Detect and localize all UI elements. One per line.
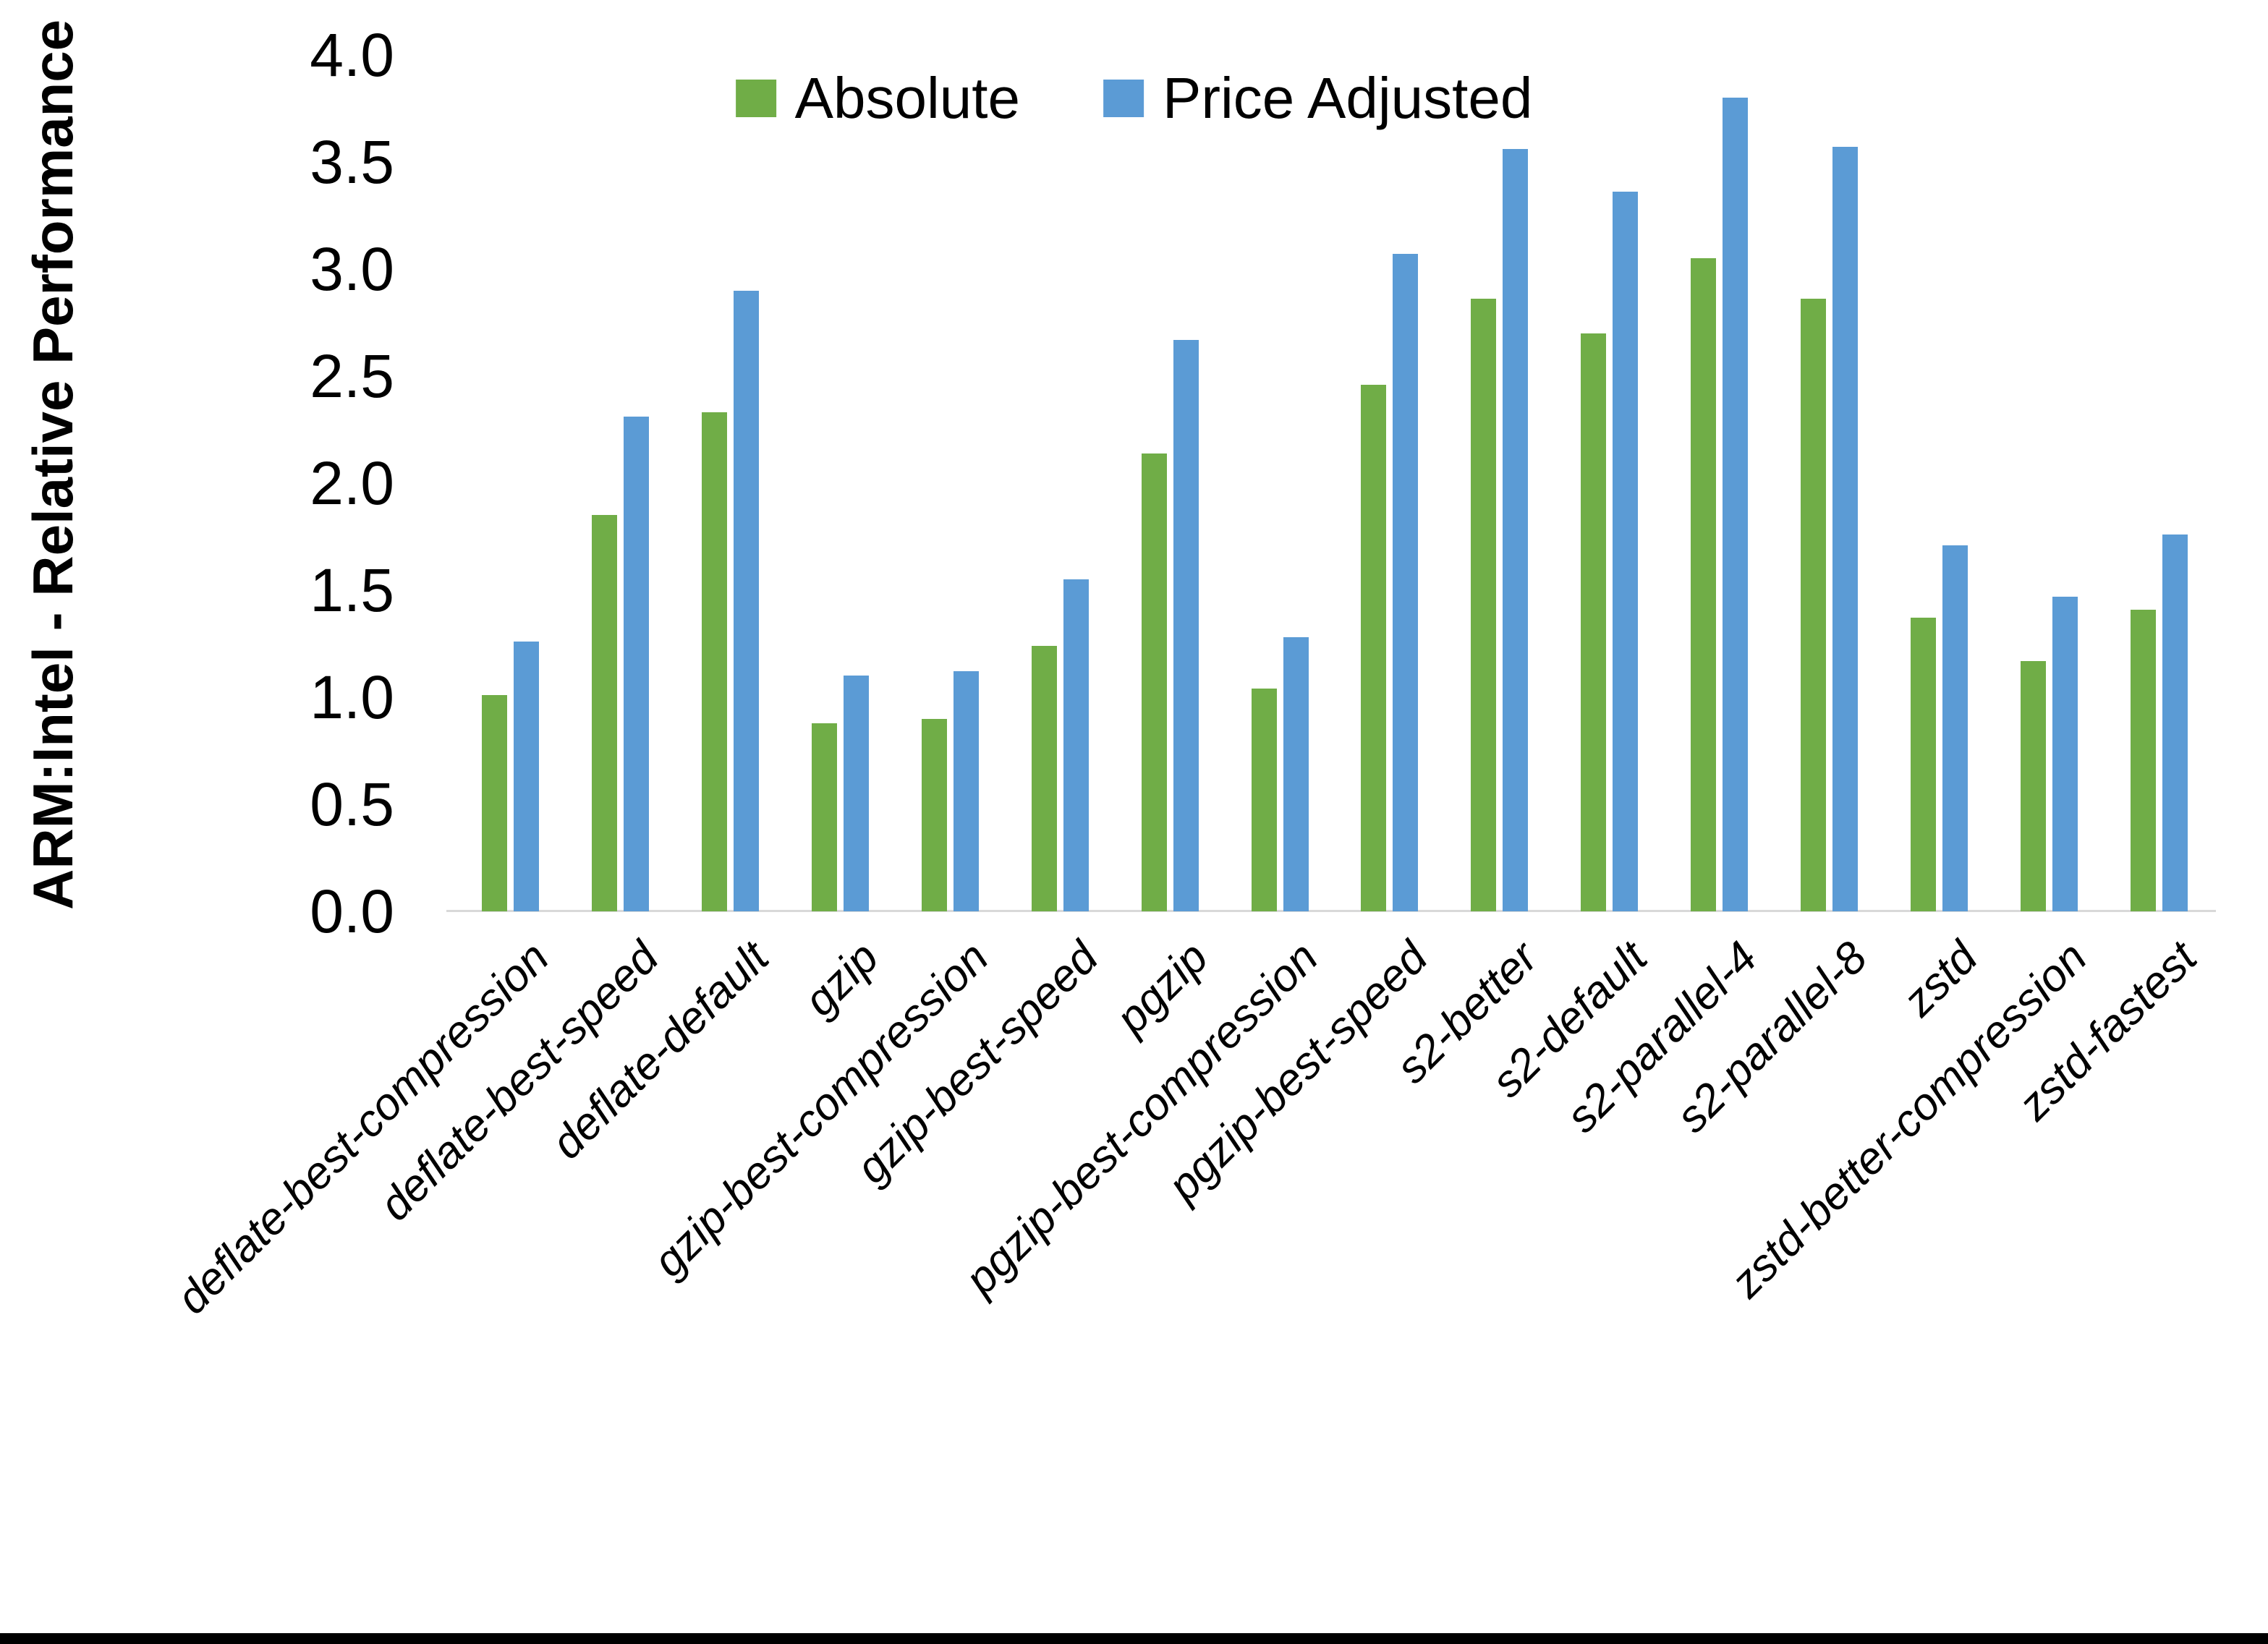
y-tick-2.5: 2.5	[310, 342, 394, 410]
bar-price-adjusted-gzip-best-speed	[1063, 579, 1089, 911]
legend-swatch-price-adjusted	[1103, 80, 1144, 117]
bar-absolute-gzip-best-speed	[1031, 646, 1057, 911]
bar-absolute-pgzip-best-speed	[1361, 385, 1387, 911]
bar-absolute-gzip	[812, 723, 838, 911]
bottom-edge-bar	[0, 1633, 2268, 1644]
bar-absolute-s2-default	[1581, 333, 1607, 911]
x-axis-line	[446, 910, 2216, 912]
bar-absolute-zstd	[1910, 618, 1936, 911]
bar-absolute-gzip-best-compression	[921, 719, 947, 911]
y-tick-4.0: 4.0	[310, 21, 394, 89]
bar-price-adjusted-zstd-better-compression	[2052, 597, 2078, 911]
y-axis-title: ARM:Intel - Relative Performance	[21, 20, 85, 910]
bar-price-adjusted-pgzip	[1173, 340, 1199, 911]
y-tick-3.5: 3.5	[310, 128, 394, 196]
y-tick-1.5: 1.5	[310, 556, 394, 624]
bar-absolute-deflate-best-speed	[592, 515, 618, 911]
bar-absolute-deflate-default	[702, 412, 728, 911]
bar-absolute-zstd-fastest	[2130, 610, 2156, 911]
y-tick-1.0: 1.0	[310, 663, 394, 731]
y-tick-3.0: 3.0	[310, 235, 394, 303]
bar-price-adjusted-deflate-best-speed	[624, 417, 650, 911]
y-tick-0.5: 0.5	[310, 770, 394, 838]
legend-label-price-adjusted: Price Adjusted	[1162, 66, 1533, 130]
bar-price-adjusted-s2-parallel-4	[1723, 98, 1749, 911]
bar-price-adjusted-deflate-default	[734, 291, 760, 911]
bar-absolute-s2-parallel-4	[1691, 258, 1717, 911]
legend: Absolute Price Adjusted	[735, 66, 1532, 130]
bar-price-adjusted-gzip-best-compression	[953, 671, 979, 911]
legend-swatch-absolute	[735, 80, 776, 117]
bar-price-adjusted-s2-default	[1613, 192, 1639, 911]
legend-item-absolute: Absolute	[735, 66, 1020, 130]
bar-absolute-pgzip-best-compression	[1251, 689, 1277, 911]
y-tick-2.0: 2.0	[310, 449, 394, 517]
bar-price-adjusted-s2-better	[1503, 149, 1529, 911]
plot-area	[456, 55, 2214, 911]
x-label-gzip: gzip	[794, 932, 888, 1026]
x-label-zstd: zstd	[1893, 932, 1987, 1026]
legend-label-absolute: Absolute	[794, 66, 1020, 130]
bar-price-adjusted-zstd	[1942, 545, 1968, 911]
bar-price-adjusted-s2-parallel-8	[1832, 147, 1858, 911]
bar-absolute-s2-better	[1471, 299, 1497, 911]
bar-absolute-pgzip	[1141, 453, 1167, 911]
bar-absolute-deflate-best-compression	[482, 695, 508, 911]
bar-absolute-zstd-better-compression	[2020, 661, 2046, 911]
legend-item-price-adjusted: Price Adjusted	[1103, 69, 1532, 127]
y-tick-0.0: 0.0	[310, 877, 394, 945]
bar-price-adjusted-pgzip-best-compression	[1283, 637, 1309, 911]
bar-price-adjusted-gzip	[844, 676, 870, 911]
bar-price-adjusted-pgzip-best-speed	[1393, 254, 1419, 911]
bar-price-adjusted-deflate-best-compression	[514, 642, 540, 911]
bar-price-adjusted-zstd-fastest	[2162, 534, 2188, 911]
bar-absolute-s2-parallel-8	[1800, 299, 1826, 911]
